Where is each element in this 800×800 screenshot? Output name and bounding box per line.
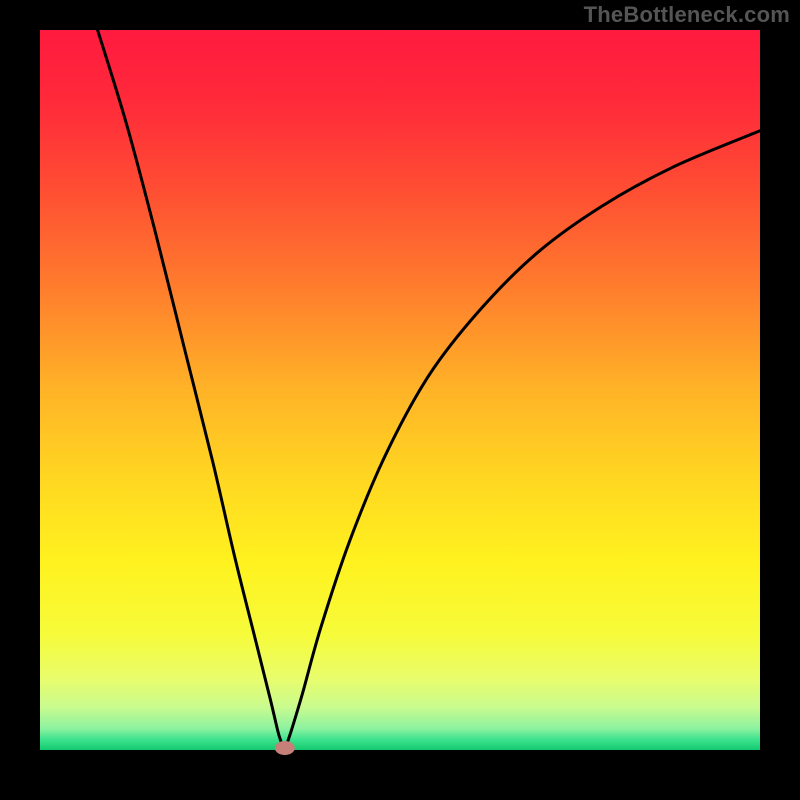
watermark-text: TheBottleneck.com — [584, 2, 790, 28]
chart-stage: TheBottleneck.com — [0, 0, 800, 800]
plot-background-gradient — [40, 30, 760, 750]
minimum-marker — [275, 741, 295, 755]
bottleneck-chart-svg — [0, 0, 800, 800]
